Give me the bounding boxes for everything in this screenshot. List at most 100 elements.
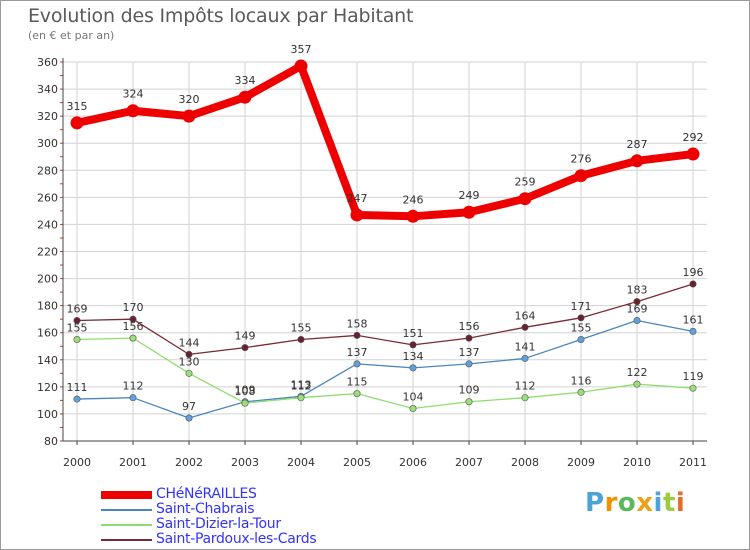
data-label: 357 xyxy=(291,43,312,56)
legend-label: Saint-Chabrais xyxy=(156,501,255,517)
logo-letter: t xyxy=(662,488,676,518)
data-point xyxy=(353,390,361,398)
data-label: 169 xyxy=(627,303,648,316)
logo-letter: i xyxy=(653,488,663,518)
y-tick-label: 320 xyxy=(37,110,58,123)
data-label: 108 xyxy=(235,385,256,398)
data-label: 259 xyxy=(515,176,536,189)
data-point xyxy=(297,335,305,343)
data-label: 287 xyxy=(627,138,648,151)
data-point xyxy=(73,395,81,403)
data-label: 137 xyxy=(459,346,480,359)
y-tick-label: 340 xyxy=(37,83,58,96)
data-point xyxy=(521,394,529,402)
data-point xyxy=(73,317,81,325)
y-tick-label: 180 xyxy=(37,300,58,313)
logo-letter: i xyxy=(675,488,686,518)
data-point xyxy=(238,90,252,104)
data-point xyxy=(129,334,137,342)
y-tick-label: 360 xyxy=(37,56,58,69)
data-label: 171 xyxy=(571,300,592,313)
data-label: 134 xyxy=(403,350,424,363)
chart-title: Evolution des Impôts locaux par Habitant xyxy=(28,5,414,27)
data-point xyxy=(633,317,641,325)
data-label: 155 xyxy=(291,321,312,334)
data-label: 164 xyxy=(515,309,536,322)
data-point xyxy=(409,364,417,372)
data-point xyxy=(409,405,417,413)
data-point xyxy=(633,380,641,388)
y-tick-label: 160 xyxy=(37,327,58,340)
data-label: 183 xyxy=(627,284,648,297)
data-point xyxy=(465,334,473,342)
logo-letter: o xyxy=(617,488,637,518)
data-point xyxy=(577,314,585,322)
y-tick-label: 120 xyxy=(37,381,58,394)
data-point xyxy=(689,280,697,288)
data-label: 155 xyxy=(67,321,88,334)
data-point xyxy=(577,335,585,343)
data-point xyxy=(518,192,532,206)
data-label: 137 xyxy=(347,346,368,359)
data-point xyxy=(630,154,644,168)
data-point xyxy=(129,394,137,402)
series-line xyxy=(76,319,694,419)
logo-letter: r xyxy=(604,488,618,518)
data-label: 104 xyxy=(403,391,424,404)
legend-label: Saint-Dizier-la-Tour xyxy=(156,516,281,532)
y-tick-label: 200 xyxy=(37,273,58,286)
data-label: 112 xyxy=(291,380,312,393)
data-point xyxy=(241,399,249,407)
data-label: 144 xyxy=(179,336,200,349)
data-label: 158 xyxy=(347,317,368,330)
data-label: 156 xyxy=(459,320,480,333)
data-point xyxy=(353,360,361,368)
x-tick-label: 2007 xyxy=(455,456,483,469)
x-tick-label: 2003 xyxy=(231,456,259,469)
data-label: 156 xyxy=(123,320,144,333)
chart-subtitle: (en € et par an) xyxy=(28,29,115,42)
data-label: 97 xyxy=(182,400,196,413)
data-label: 276 xyxy=(571,153,592,166)
data-label: 109 xyxy=(459,384,480,397)
data-point xyxy=(185,350,193,358)
legend-swatch xyxy=(101,491,152,499)
x-tick-label: 2010 xyxy=(623,456,651,469)
y-tick-label: 300 xyxy=(37,137,58,150)
data-label: 112 xyxy=(123,380,144,393)
data-point xyxy=(297,394,305,402)
data-point xyxy=(521,354,529,362)
y-tick-label: 280 xyxy=(37,164,58,177)
series-line xyxy=(76,337,694,410)
legend-swatch xyxy=(101,539,152,541)
data-point xyxy=(462,205,476,219)
data-label: 155 xyxy=(571,321,592,334)
data-label: 161 xyxy=(683,313,704,326)
data-label: 116 xyxy=(571,374,592,387)
logo-letter: x xyxy=(636,488,654,518)
y-tick-label: 80 xyxy=(44,435,58,448)
data-label: 111 xyxy=(67,381,88,394)
data-point xyxy=(185,414,193,422)
data-label: 247 xyxy=(347,192,368,205)
legend-label: CHéNéRAILLES xyxy=(156,486,257,502)
data-label: 130 xyxy=(179,355,200,368)
y-tick-label: 140 xyxy=(37,354,58,367)
legend-label: Saint-Pardoux-les-Cards xyxy=(156,531,317,547)
data-label: 112 xyxy=(515,380,536,393)
x-tick-label: 2002 xyxy=(175,456,203,469)
data-label: 151 xyxy=(403,327,424,340)
y-tick-label: 240 xyxy=(37,218,58,231)
data-label: 119 xyxy=(683,370,704,383)
data-point xyxy=(465,398,473,406)
data-label: 334 xyxy=(235,74,256,87)
data-point xyxy=(633,298,641,306)
data-label: 320 xyxy=(179,93,200,106)
legend-swatch xyxy=(101,509,152,511)
data-label: 246 xyxy=(403,193,424,206)
data-point xyxy=(73,335,81,343)
data-point xyxy=(686,147,700,161)
x-tick-label: 2009 xyxy=(567,456,595,469)
